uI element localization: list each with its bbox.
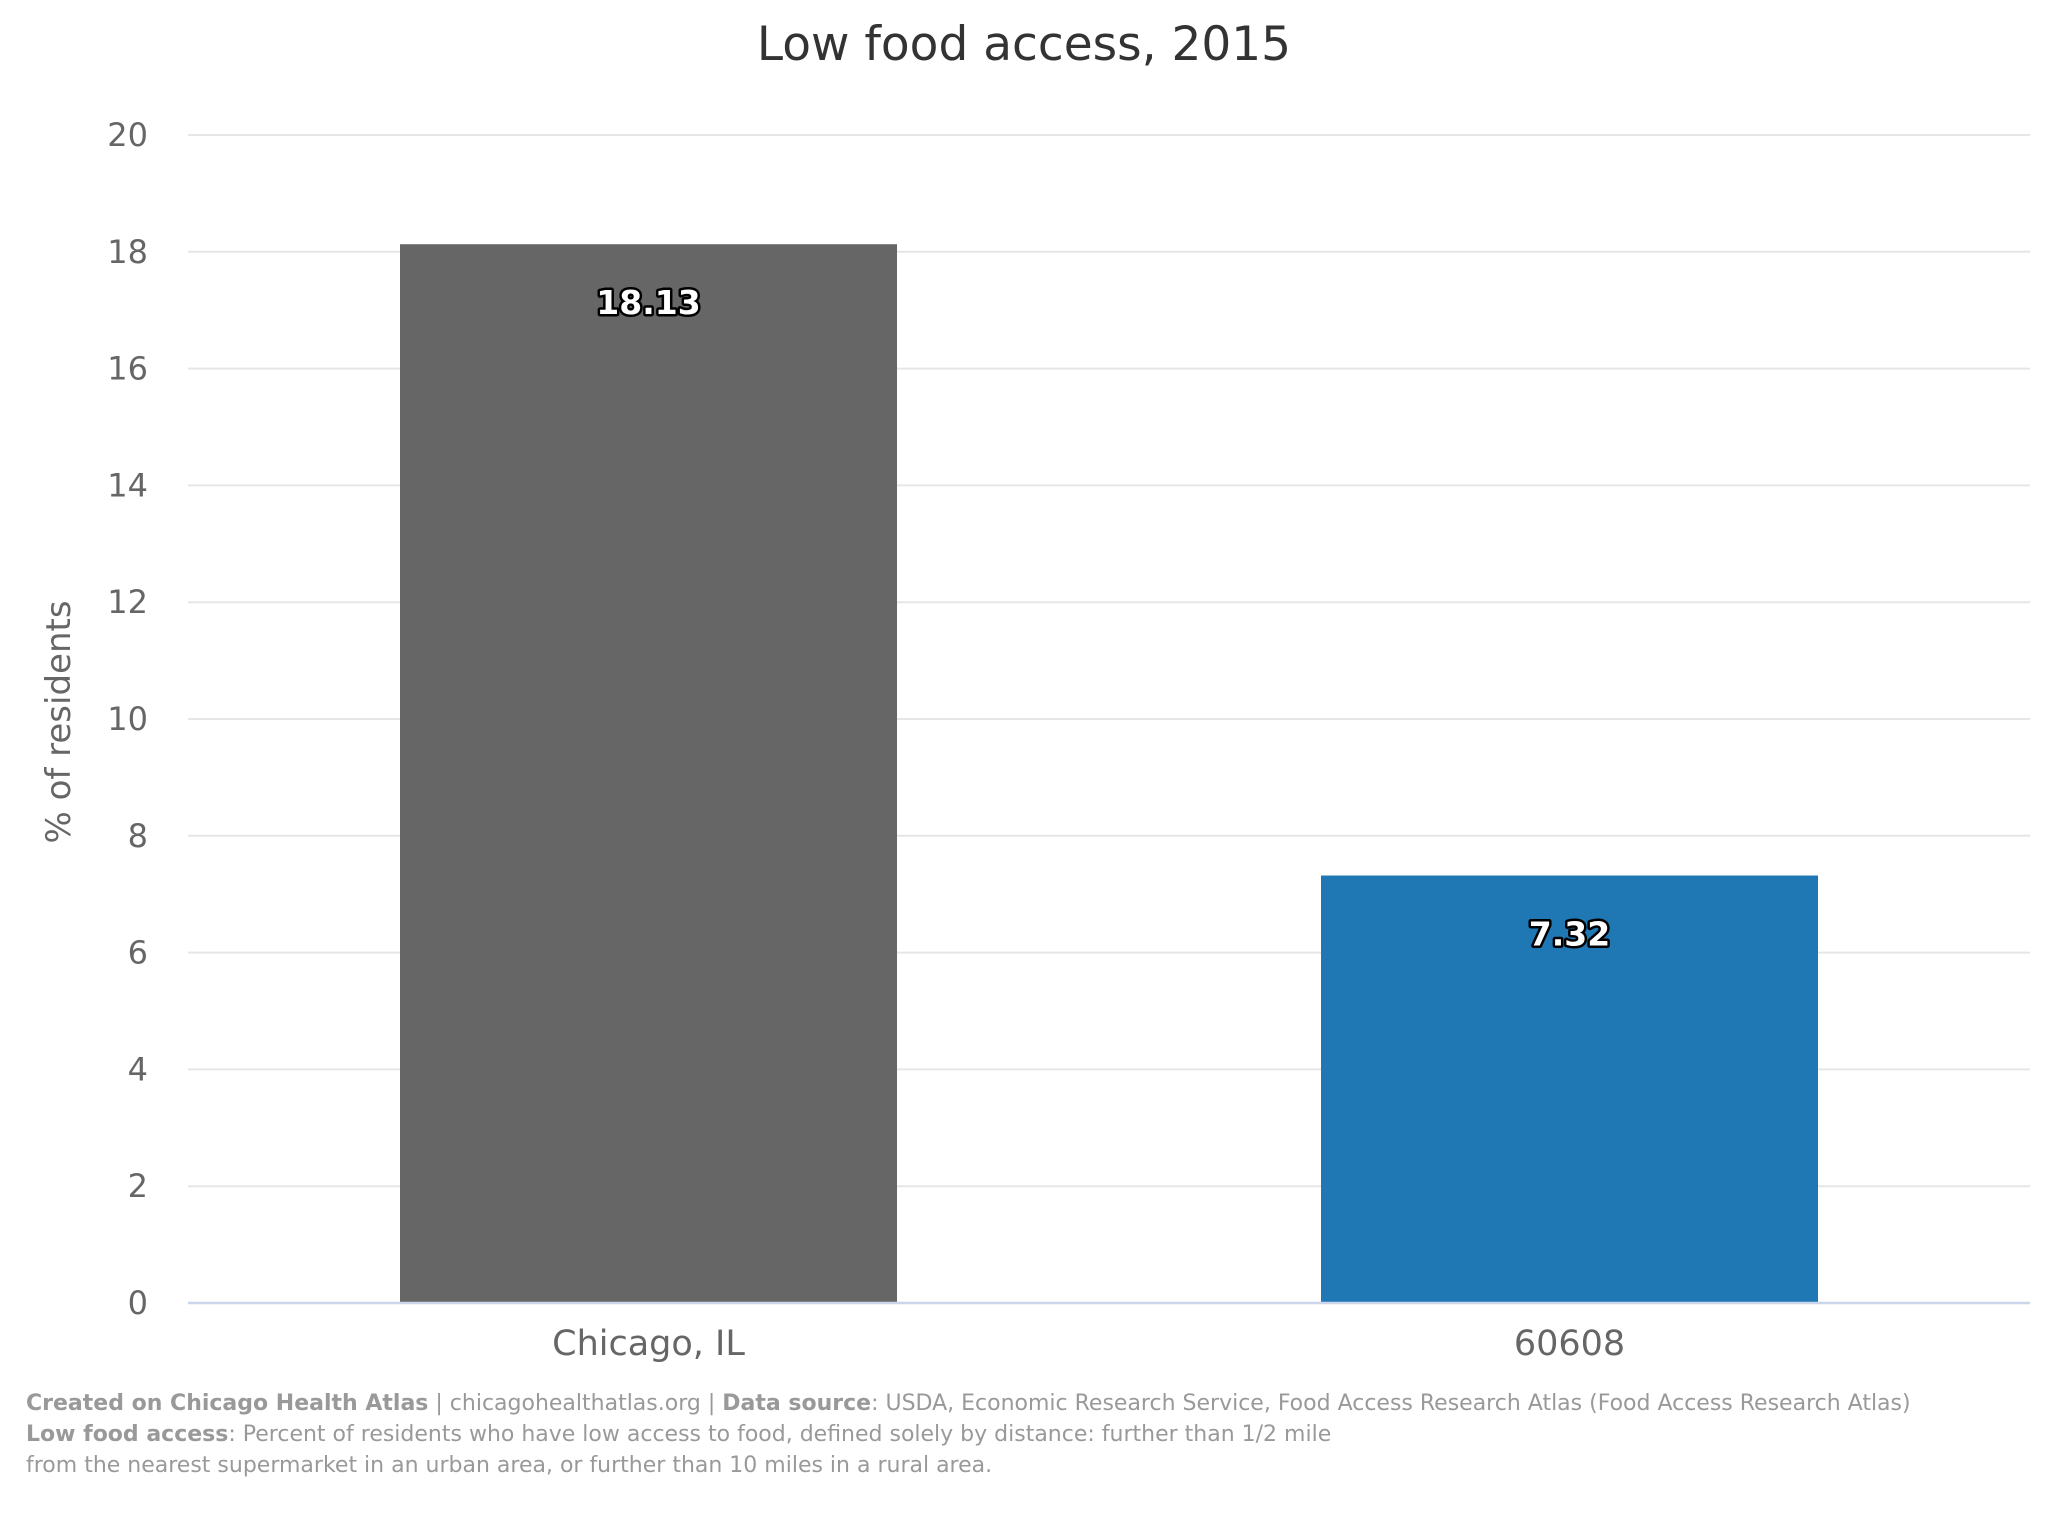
y-tick-label: 0 (128, 1284, 148, 1322)
bar[interactable] (400, 244, 897, 1303)
y-tick-label: 6 (128, 934, 148, 972)
chart-title: Low food access, 2015 (757, 17, 1291, 72)
site-link[interactable]: chicagohealthatlas.org (449, 1391, 701, 1416)
credits-separator: | (428, 1391, 450, 1416)
y-tick-label: 8 (128, 817, 148, 855)
y-tick-label: 20 (107, 116, 148, 154)
chart-credits: Created on Chicago Health Atlas | chicag… (26, 1388, 2026, 1481)
data-labels: 18.13 7.32 (594, 281, 1613, 956)
created-on-label: Created on Chicago Health Atlas (26, 1391, 429, 1416)
y-tick-label: 12 (107, 583, 148, 621)
y-tick-label: 18 (107, 233, 148, 271)
y-tick-label: 2 (128, 1167, 148, 1205)
credits-separator: | (700, 1391, 723, 1416)
y-tick-label: 16 (107, 350, 148, 388)
bar[interactable] (1321, 875, 1818, 1303)
y-tick-label: 14 (107, 466, 148, 504)
credits-line-1: Created on Chicago Health Atlas | chicag… (26, 1388, 2026, 1419)
x-axis-categories: Chicago, IL 60608 (552, 1324, 1625, 1364)
data-label: 7.32 (1529, 915, 1610, 954)
credits-line-3: from the nearest supermarket in an urban… (26, 1453, 993, 1478)
data-source-text: : USDA, Economic Research Service, Food … (871, 1391, 1911, 1416)
definition-text: : Percent of residents who have low acce… (228, 1422, 1332, 1447)
data-label: 18.13 (596, 283, 700, 322)
definition-label: Low food access (26, 1422, 229, 1447)
credits-line-2: Low food access: Percent of residents wh… (26, 1419, 2026, 1450)
x-category-label: Chicago, IL (552, 1324, 745, 1364)
data-source-label: Data source (722, 1391, 872, 1416)
y-tick-label: 10 (107, 700, 148, 738)
x-category-label: 60608 (1514, 1324, 1625, 1364)
y-axis-label: % of residents (39, 600, 79, 843)
y-tick-label: 4 (128, 1050, 148, 1088)
bars (400, 244, 1818, 1303)
y-axis-ticks: 0 2 4 6 8 10 12 14 16 18 20 (107, 116, 148, 1322)
